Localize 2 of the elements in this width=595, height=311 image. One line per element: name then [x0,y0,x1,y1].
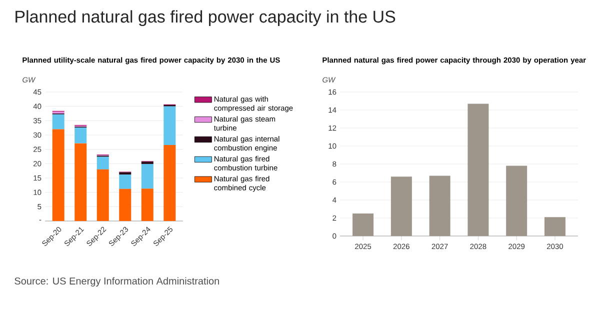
chart-title: Planned natural gas fired power capacity in the US [16,10,396,26]
source-note: Source: US Energy Information Administration [14,277,219,287]
